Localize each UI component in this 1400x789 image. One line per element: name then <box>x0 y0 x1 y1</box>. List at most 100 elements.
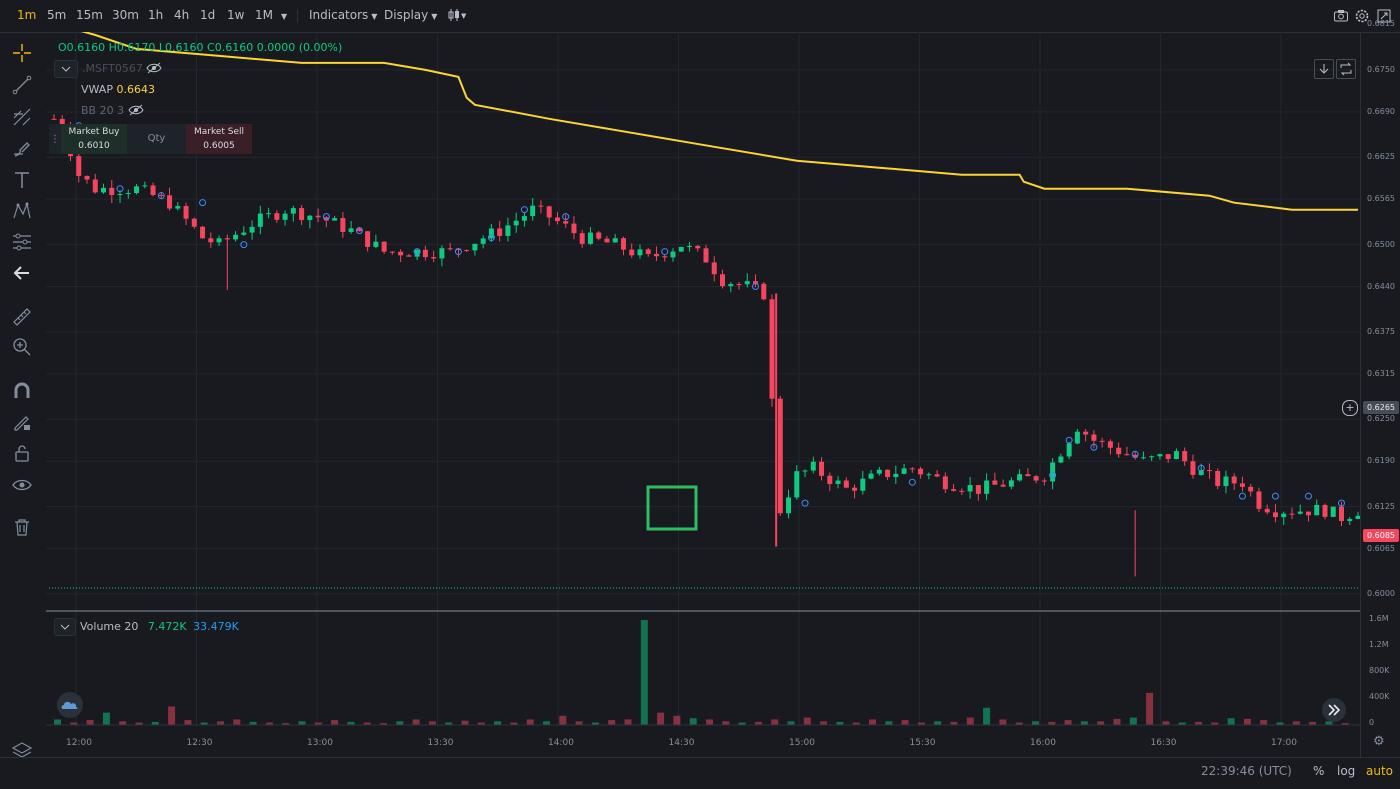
timeframe-1M[interactable]: 1M <box>255 8 273 22</box>
timeframe-15m[interactable]: 15m <box>76 8 103 22</box>
volume-bar <box>657 712 665 725</box>
zoom-in-icon[interactable] <box>11 336 33 358</box>
brush-icon[interactable] <box>11 138 33 160</box>
refresh-icon <box>1340 62 1352 76</box>
volume-tick-label: 1.2M <box>1369 640 1389 649</box>
timeframe-5m[interactable]: 5m <box>47 8 67 22</box>
chart-type-button[interactable]: ▼ <box>447 7 467 26</box>
signal-marker <box>157 192 165 200</box>
percent-toggle[interactable]: % <box>1313 764 1325 778</box>
volume-bar <box>1276 722 1284 725</box>
hide-eye-icon[interactable] <box>146 62 162 74</box>
signal-marker <box>240 241 248 249</box>
volume-bar <box>1032 721 1039 725</box>
ruler-icon[interactable] <box>11 306 33 328</box>
text-tool-icon[interactable] <box>11 169 33 191</box>
price-axis[interactable]: 0.6815 0.6750 0.6690 0.6625 0.6565 0.6500 0.64… <box>1342 19 1400 757</box>
signal-marker <box>1238 492 1246 500</box>
volume-bar <box>852 722 860 725</box>
volume-bar <box>1325 721 1333 725</box>
scroll-to-realtime-button[interactable] <box>1322 698 1346 722</box>
magnet-icon[interactable] <box>11 380 33 402</box>
trend-line-icon[interactable] <box>11 74 33 96</box>
market-buy-button[interactable]: Market Buy 0.6010 <box>61 124 127 154</box>
candle-down <box>563 221 569 224</box>
candle-down <box>819 461 825 476</box>
candle-down <box>1182 451 1188 462</box>
candle-up <box>282 213 288 220</box>
candle-down <box>736 284 742 286</box>
price-tick-label: 0.6000 <box>1367 589 1395 598</box>
timeframe-1d[interactable]: 1d <box>200 8 216 22</box>
unlock-icon[interactable] <box>11 442 33 464</box>
candle-up <box>332 218 338 221</box>
volume-bar <box>233 719 241 725</box>
volume-bar <box>461 720 469 725</box>
volume-bar <box>803 717 811 725</box>
candle-up <box>142 185 148 187</box>
qty-input[interactable]: Qty <box>127 124 186 154</box>
axis-settings-gear-icon[interactable]: ⚙ <box>1373 734 1385 749</box>
volume-bar <box>265 722 273 725</box>
eye-icon[interactable] <box>11 474 33 496</box>
fib-tool-icon[interactable] <box>11 106 33 128</box>
market-sell-price: 0.6005 <box>203 141 235 151</box>
signal-marker <box>1271 492 1279 500</box>
timeframe-more-chevron-icon[interactable]: ▼ <box>281 12 288 21</box>
collapse-volume-chevron-icon[interactable] <box>54 618 76 636</box>
collapse-legend-chevron-icon[interactable] <box>54 60 78 78</box>
volume-tick-label: 800K <box>1369 666 1390 675</box>
reset-chart-button[interactable] <box>1336 59 1356 79</box>
candle-down <box>191 218 197 227</box>
fullscreen-icon[interactable] <box>1376 8 1392 24</box>
chart-plot-area[interactable]: O0.6160 H0.6170 L0.6160 C0.6160 0.0000 (… <box>46 32 1361 757</box>
back-arrow-icon[interactable] <box>11 262 33 284</box>
time-tick-label: 13:00 <box>307 738 333 748</box>
market-sell-button[interactable]: Market Sell 0.6005 <box>186 124 252 154</box>
candle-up <box>1330 506 1336 517</box>
volume-bar <box>836 721 844 725</box>
settings-gear-icon[interactable] <box>1354 8 1370 24</box>
log-toggle[interactable]: log <box>1337 764 1356 778</box>
pattern-tool-icon[interactable] <box>11 200 33 222</box>
timeframe-30m[interactable]: 30m <box>112 8 139 22</box>
timeframe-1h[interactable]: 1h <box>148 8 164 22</box>
auto-toggle[interactable]: auto <box>1366 764 1394 778</box>
display-button[interactable]: Display ▼ <box>384 8 438 22</box>
scroll-down-button[interactable] <box>1314 59 1334 79</box>
candle-down <box>422 249 428 258</box>
timeframe-1m[interactable]: 1m <box>17 8 37 22</box>
price-tick-label: 0.6125 <box>1367 501 1395 511</box>
trash-icon[interactable] <box>11 516 33 538</box>
add-alert-plus-icon[interactable]: + <box>1342 399 1358 416</box>
prediction-tool-icon[interactable] <box>11 231 33 253</box>
vwap-line <box>80 32 1358 211</box>
volume-bar <box>168 706 176 725</box>
volume-bar <box>999 719 1007 725</box>
candle-up <box>686 245 692 247</box>
drag-handle-icon[interactable]: ⋮ <box>49 124 61 154</box>
timeframe-1w[interactable]: 1w <box>227 8 245 22</box>
candle-up <box>257 213 263 227</box>
candle-up <box>1198 470 1204 475</box>
timeframe-4h[interactable]: 4h <box>174 8 190 22</box>
volume-bar <box>1227 718 1235 725</box>
camera-icon[interactable] <box>1333 8 1349 24</box>
candle-up <box>893 473 899 478</box>
candle-up <box>513 220 519 226</box>
volume-bar <box>1309 721 1317 725</box>
time-tick-label: 15:00 <box>789 738 815 748</box>
price-tick-label: 0.6815 <box>1367 19 1395 29</box>
indicators-button[interactable]: Indicators ▼ <box>309 8 378 22</box>
crosshair-icon[interactable] <box>11 42 33 64</box>
candle-down <box>1305 511 1311 516</box>
candlestick-chart[interactable] <box>46 32 1400 757</box>
volume-bar <box>754 721 762 725</box>
candle-up <box>290 208 296 214</box>
price-tick-label: 0.6375 <box>1367 326 1395 336</box>
volume-bar <box>624 719 632 725</box>
candle-down <box>1124 454 1130 456</box>
hide-eye-icon[interactable] <box>128 104 144 116</box>
lock-pencil-icon[interactable] <box>11 411 33 433</box>
candle-down <box>1000 484 1006 487</box>
